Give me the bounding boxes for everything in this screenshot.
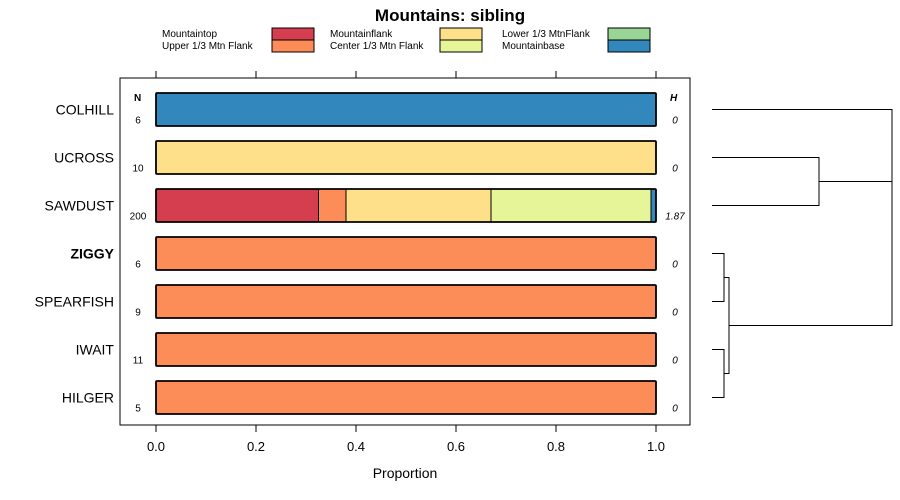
legend-swatch-mountainflank (439, 27, 483, 41)
x-axis-title: Proportion (373, 465, 438, 481)
n-value-sawdust: 200 (130, 212, 147, 223)
legend-swatch-upper-1-3-mtn-flank (271, 39, 315, 53)
bar-segment-ucross-mountainflank (155, 140, 657, 175)
h-value-ziggy: 0 (672, 260, 678, 271)
bar-outline-hilger (155, 380, 657, 415)
row-label-colhill: COLHILL (56, 102, 115, 118)
legend-label-mountainbase: Mountainbase (502, 41, 565, 52)
h-value-spearfish: 0 (672, 308, 678, 319)
x-tick-label-0: 0.0 (147, 439, 165, 454)
bar-segment-hilger-upper-1-3-mtn-flank (155, 380, 657, 415)
bar-outline-ziggy (155, 236, 657, 271)
x-tick-label-3: 0.6 (447, 439, 465, 454)
x-tick-label-1: 0.2 (247, 439, 265, 454)
legend-swatch-mountaintop (271, 27, 315, 41)
n-value-iwait: 11 (133, 356, 144, 367)
dendrogram-branch-3 (712, 253, 725, 302)
bar-outline-colhill (155, 92, 657, 127)
legend-label-mountainflank: Mountainflank (330, 29, 393, 40)
legend-swatch-mountainbase (607, 39, 651, 53)
n-value-hilger: 5 (135, 404, 141, 415)
h-value-sawdust: 1.87 (665, 212, 685, 223)
row-label-ucross: UCROSS (54, 150, 114, 166)
bar-outline-sawdust (155, 188, 657, 223)
legend-label-center-1-3-mtn-flank: Center 1/3 Mtn Flank (330, 41, 424, 52)
n-value-ucross: 10 (132, 164, 144, 175)
n-value-ziggy: 6 (135, 260, 141, 271)
row-label-spearfish: SPEARFISH (35, 294, 114, 310)
row-label-hilger: HILGER (62, 390, 114, 406)
row-label-ziggy: ZIGGY (70, 246, 114, 262)
legend-label-upper-1-3-mtn-flank: Upper 1/3 Mtn Flank (162, 41, 254, 52)
bar-segment-sawdust-upper-1-3-mtn-flank (318, 188, 347, 223)
x-tick-label-2: 0.4 (347, 439, 365, 454)
plot-frame (119, 77, 691, 426)
dendrogram-branch-1 (712, 157, 820, 206)
h-value-hilger: 0 (672, 404, 678, 415)
legend-swatch-center-1-3-mtn-flank (439, 39, 483, 53)
n-value-spearfish: 9 (135, 308, 141, 319)
bar-outline-spearfish (155, 284, 657, 319)
x-tick-label-4: 0.8 (547, 439, 565, 454)
n-value-colhill: 6 (135, 116, 141, 127)
bar-segment-spearfish-upper-1-3-mtn-flank (155, 284, 657, 319)
x-tick-label-5: 1.0 (647, 439, 665, 454)
h-column-header: H (670, 93, 678, 104)
x-axis: 0.0 0.2 0.4 0.6 0.8 1.0 (147, 71, 665, 454)
dendrogram-branch-4 (712, 349, 725, 398)
bar-segment-sawdust-mountaintop (155, 188, 319, 223)
legend-label-lower-1-3-mtnflank: Lower 1/3 MtnFlank (502, 29, 591, 40)
row-label-sawdust: SAWDUST (45, 198, 115, 214)
h-value-ucross: 0 (672, 164, 678, 175)
dendrogram-branch-5 (724, 277, 730, 374)
dendrogram-branch-0 (712, 109, 893, 182)
bar-segment-ziggy-upper-1-3-mtn-flank (155, 236, 657, 271)
h-value-iwait: 0 (672, 356, 678, 367)
bar-outline-ucross (155, 140, 657, 175)
legend-swatch-lower-1-3-mtnflank (607, 27, 651, 41)
dendrogram (712, 109, 893, 398)
bar-segment-iwait-upper-1-3-mtn-flank (155, 332, 657, 367)
row-label-iwait: IWAIT (76, 342, 115, 358)
bar-segment-colhill-mountainbase (155, 92, 657, 127)
bar-segment-sawdust-center-1-3-mtn-flank (490, 188, 652, 223)
bar-outline-iwait (155, 332, 657, 367)
dendrogram-branch-6 (729, 181, 893, 326)
legend-label-mountaintop: Mountaintop (162, 29, 217, 40)
h-value-colhill: 0 (672, 116, 678, 127)
bar-segment-sawdust-mountainflank (345, 188, 492, 223)
row-labels: COLHILL UCROSS SAWDUST ZIGGY SPEARFISH IWAIT H… (35, 102, 115, 406)
n-column-header: N (134, 93, 141, 104)
chart-title: Mountains: sibling (375, 6, 525, 25)
